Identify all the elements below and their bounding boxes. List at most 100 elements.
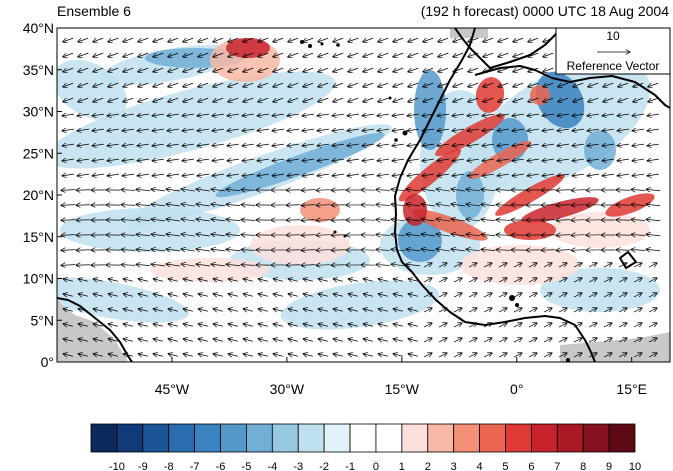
wind-arrow <box>257 114 269 116</box>
wind-arrow <box>318 67 329 72</box>
wind-arrow <box>541 235 556 236</box>
wind-arrow <box>436 189 450 191</box>
wind-arrow <box>258 97 269 102</box>
wind-arrow <box>108 309 118 311</box>
wind-arrow <box>513 82 524 87</box>
wind-arrow <box>603 308 612 313</box>
wind-arrow <box>138 294 148 296</box>
wind-arrow <box>646 204 660 206</box>
wind-arrow <box>512 174 524 176</box>
colorbar-swatch <box>116 423 144 453</box>
wind-arrow <box>406 189 420 191</box>
wind-arrow <box>573 293 582 298</box>
wind-arrow <box>316 205 331 206</box>
wind-arrow <box>588 338 597 343</box>
wind-arrow <box>497 114 509 116</box>
wind-arrow <box>603 97 614 102</box>
wind-arrow <box>618 323 627 328</box>
wind-arrow <box>226 249 241 250</box>
wind-arrow <box>153 97 164 102</box>
anomaly-blob <box>403 194 427 226</box>
colorbar-swatch <box>142 423 170 453</box>
wind-arrow <box>318 309 328 311</box>
wind-arrow <box>63 37 74 42</box>
wind-arrow <box>273 339 283 341</box>
wind-arrow <box>333 309 343 311</box>
wind-arrow <box>631 204 646 205</box>
wind-arrow <box>243 82 254 87</box>
wind-arrow <box>213 82 224 87</box>
wind-arrow <box>257 159 269 161</box>
wind-arrow <box>451 189 465 191</box>
wind-arrow <box>347 159 359 161</box>
colorbar-label: 10 <box>629 461 641 471</box>
wind-arrow <box>181 204 195 206</box>
wind-arrow <box>528 67 539 72</box>
wind-arrow <box>408 52 419 57</box>
wind-arrow <box>211 204 225 206</box>
wind-arrow <box>376 205 391 206</box>
wind-arrow <box>556 205 571 206</box>
wind-arrow <box>377 174 389 176</box>
wind-arrow <box>513 308 522 313</box>
wind-arrow <box>602 114 614 116</box>
wind-arrow <box>93 294 103 296</box>
wind-arrow <box>241 235 256 236</box>
wind-arrow <box>228 97 239 102</box>
wind-arrow <box>542 174 554 176</box>
wind-arrow <box>453 82 464 87</box>
wind-arrow <box>573 82 584 87</box>
wind-arrow <box>617 144 629 146</box>
wind-arrow <box>138 279 148 281</box>
wind-arrow <box>543 338 552 343</box>
wind-arrow <box>633 308 642 313</box>
wind-arrow <box>316 265 331 266</box>
wind-arrow <box>258 279 268 281</box>
wind-arrow <box>138 52 149 57</box>
wind-arrow <box>123 52 134 57</box>
wind-arrow <box>286 205 301 206</box>
wind-arrow <box>183 97 194 102</box>
wind-arrow <box>93 354 103 356</box>
wind-arrow <box>168 82 179 87</box>
wind-arrow <box>558 97 569 102</box>
wind-arrow <box>378 67 389 72</box>
wind-arrow <box>63 354 73 356</box>
wind-arrow <box>541 220 556 221</box>
wind-arrow <box>513 353 522 358</box>
wind-arrow <box>423 353 432 358</box>
wind-arrow <box>423 82 434 87</box>
wind-arrow <box>378 279 388 281</box>
wind-arrow <box>542 114 554 116</box>
wind-arrow <box>138 309 148 311</box>
wind-arrow <box>468 278 477 283</box>
wind-arrow <box>301 205 316 206</box>
colorbar-label: 7 <box>554 461 560 471</box>
wind-arrow <box>438 293 447 298</box>
wind-arrow <box>466 219 480 221</box>
wind-arrow <box>573 97 584 102</box>
wind-arrow <box>138 82 149 87</box>
wind-arrow <box>198 37 209 42</box>
wind-arrow <box>227 174 239 176</box>
wind-arrow <box>333 339 343 341</box>
wind-arrow <box>481 249 496 250</box>
colorbar-swatch <box>375 423 403 453</box>
wind-arrow <box>646 249 660 251</box>
colorbar-label: -9 <box>138 461 148 471</box>
wind-arrow <box>92 114 104 116</box>
wind-arrow <box>272 174 284 176</box>
wind-arrow <box>468 52 479 57</box>
wind-arrow <box>556 190 571 191</box>
colorbar-label: -7 <box>190 461 200 471</box>
wind-arrow <box>618 338 627 343</box>
colorbar-label: 1 <box>399 461 405 471</box>
wind-arrow <box>572 144 584 146</box>
wind-arrow <box>167 144 179 146</box>
wind-arrow <box>648 293 657 298</box>
wind-arrow <box>108 279 118 281</box>
wind-arrow <box>632 174 644 176</box>
colorbar-label: 8 <box>580 461 586 471</box>
wind-arrow <box>288 97 299 102</box>
wind-arrow <box>122 174 134 176</box>
